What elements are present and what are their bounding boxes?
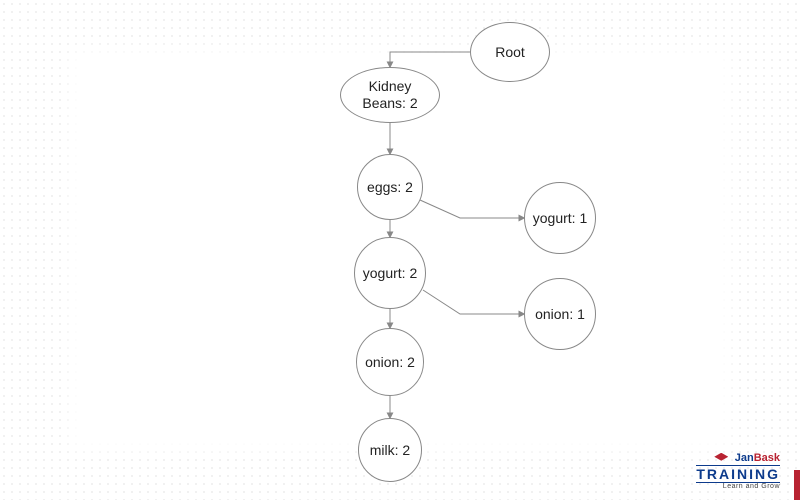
- node-on2: onion: 2: [356, 328, 424, 396]
- node-eggs: eggs: 2: [357, 154, 423, 220]
- node-milk: milk: 2: [358, 418, 422, 482]
- node-on1: onion: 1: [524, 278, 596, 350]
- node-kidney: Kidney Beans: 2: [340, 67, 440, 123]
- node-root: Root: [470, 22, 550, 82]
- node-yog2: yogurt: 2: [354, 237, 426, 309]
- node-yog1: yogurt: 1: [524, 182, 596, 254]
- logo-brand2: Bask: [754, 452, 780, 464]
- grad-cap-icon: [714, 453, 728, 461]
- logo-brand1: Jan: [735, 452, 754, 464]
- logo-word: TRAINING: [696, 465, 780, 483]
- logo-tagline: Learn and Grow: [696, 483, 780, 490]
- red-accent-bar: [794, 470, 800, 500]
- brand-logo: JanBask TRAINING Learn and Grow: [696, 449, 780, 490]
